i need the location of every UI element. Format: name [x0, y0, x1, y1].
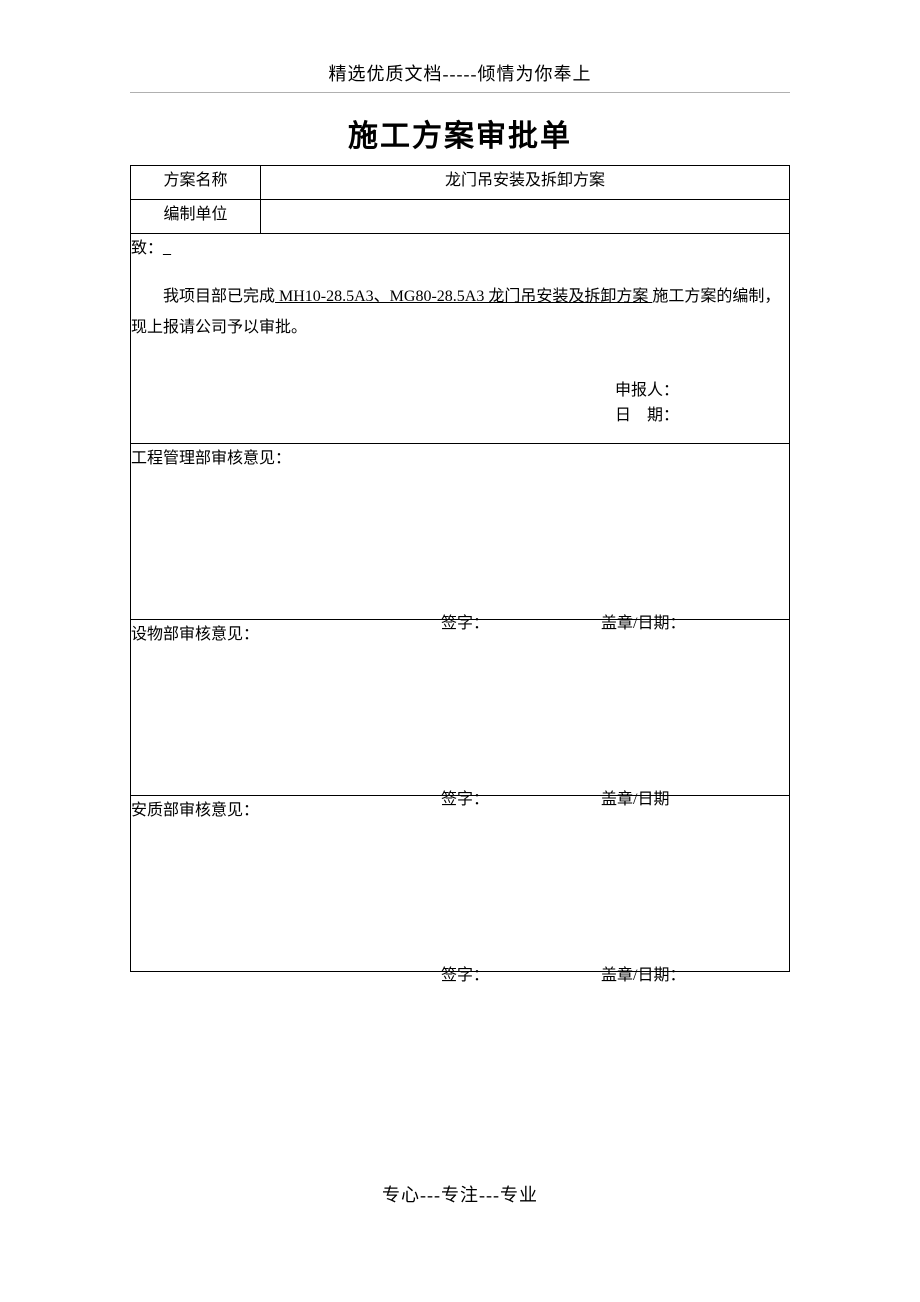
plan-name-label: 方案名称	[131, 166, 261, 200]
review-cell-2: 设物部审核意见： 签字： 盖章/日期	[131, 620, 790, 796]
stamp-label-3: 盖章/日期：	[601, 961, 685, 985]
review-title-2: 设物部审核意见：	[131, 620, 789, 644]
plan-name-value: 龙门吊安装及拆卸方案	[261, 166, 790, 200]
date-label: 日 期：	[615, 403, 679, 429]
row-unit: 编制单位	[131, 200, 790, 234]
row-narrative: 致：_ 我项目部已完成 MH10-28.5A3、MG80-28.5A3 龙门吊安…	[131, 234, 790, 444]
review-cell-3: 安质部审核意见： 签字： 盖章/日期：	[131, 796, 790, 972]
narrative-underlined: MH10-28.5A3、MG80-28.5A3 龙门吊安装及拆卸方案	[275, 288, 652, 305]
page-header: 精选优质文档-----倾情为你奉上	[130, 60, 790, 86]
sign-label-3: 签字：	[441, 961, 489, 985]
row-review-1: 工程管理部审核意见： 签字： 盖章/日期：	[131, 444, 790, 620]
applicant-label: 申报人：	[615, 378, 679, 404]
header-divider	[130, 92, 790, 93]
review-title-3: 安质部审核意见：	[131, 796, 789, 820]
review-title-1: 工程管理部审核意见：	[131, 444, 789, 468]
approval-form: 方案名称 龙门吊安装及拆卸方案 编制单位 致：_ 我项目部已完成 MH10-28…	[130, 165, 790, 972]
unit-label: 编制单位	[131, 200, 261, 234]
applicant-block: 申报人： 日 期：	[615, 378, 679, 429]
narrative-body: 我项目部已完成 MH10-28.5A3、MG80-28.5A3 龙门吊安装及拆卸…	[131, 282, 789, 343]
row-review-2: 设物部审核意见： 签字： 盖章/日期	[131, 620, 790, 796]
narrative-prefix: 我项目部已完成	[163, 288, 275, 305]
page-footer: 专心---专注---专业	[0, 1181, 920, 1207]
addressee-line: 致：_	[131, 234, 789, 264]
row-plan-name: 方案名称 龙门吊安装及拆卸方案	[131, 166, 790, 200]
narrative-cell: 致：_ 我项目部已完成 MH10-28.5A3、MG80-28.5A3 龙门吊安…	[131, 234, 790, 444]
unit-value	[261, 200, 790, 234]
to-prefix: 致：	[131, 240, 163, 257]
review-cell-1: 工程管理部审核意见： 签字： 盖章/日期：	[131, 444, 790, 620]
document-title: 施工方案审批单	[130, 111, 790, 155]
to-blank: _	[163, 240, 171, 257]
row-review-3: 安质部审核意见： 签字： 盖章/日期：	[131, 796, 790, 972]
